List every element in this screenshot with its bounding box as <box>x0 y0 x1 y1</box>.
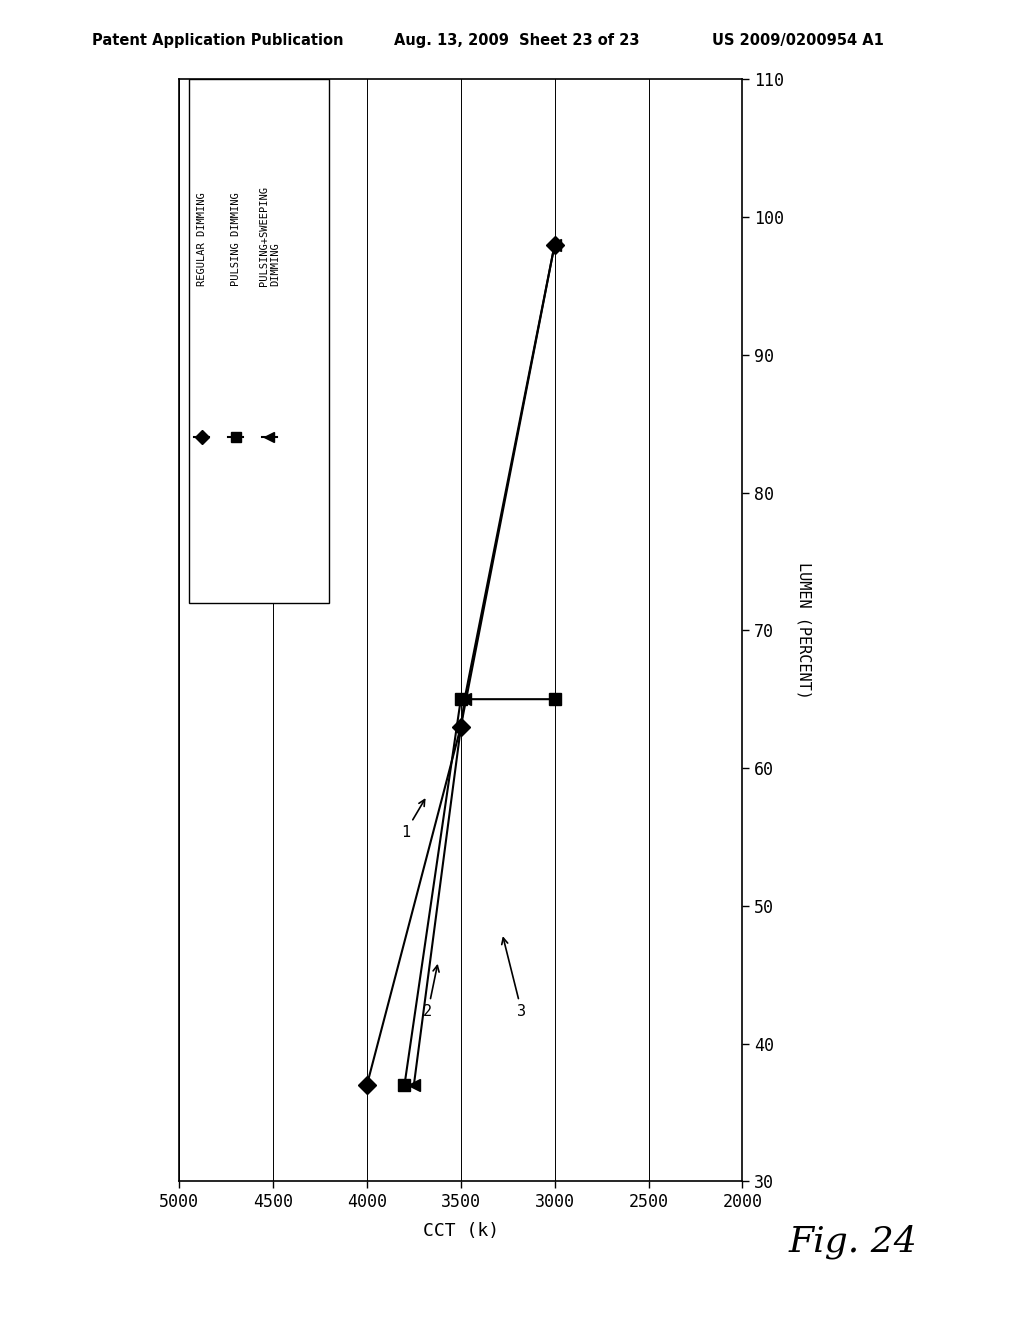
Text: Fig. 24: Fig. 24 <box>788 1225 918 1259</box>
Text: PULSING DIMMING: PULSING DIMMING <box>230 193 241 286</box>
Text: US 2009/0200954 A1: US 2009/0200954 A1 <box>712 33 884 48</box>
Text: 1: 1 <box>400 800 425 840</box>
Text: Aug. 13, 2009  Sheet 23 of 23: Aug. 13, 2009 Sheet 23 of 23 <box>394 33 640 48</box>
Text: 2: 2 <box>423 965 439 1019</box>
Bar <box>188 79 330 603</box>
X-axis label: CCT (k): CCT (k) <box>423 1222 499 1241</box>
Text: Patent Application Publication: Patent Application Publication <box>92 33 344 48</box>
Text: PULSING+SWEEPING
DIMMING: PULSING+SWEEPING DIMMING <box>258 186 281 286</box>
Y-axis label: LUMEN (PERCENT): LUMEN (PERCENT) <box>797 562 812 698</box>
Text: REGULAR DIMMING: REGULAR DIMMING <box>197 193 207 286</box>
Text: 3: 3 <box>502 939 526 1019</box>
